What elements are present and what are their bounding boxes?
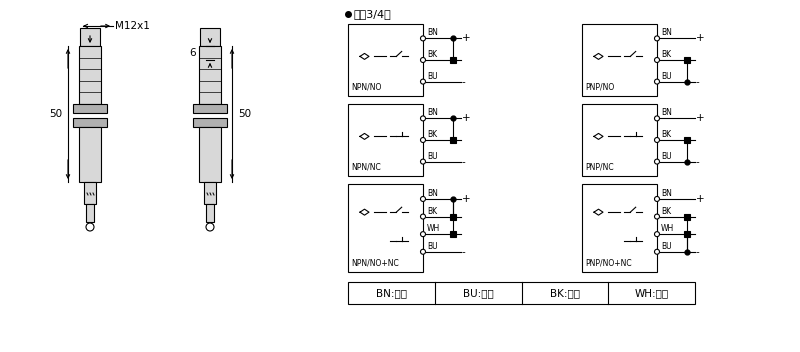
Text: BU: BU <box>427 242 438 251</box>
Text: +: + <box>462 194 470 204</box>
Circle shape <box>421 138 426 143</box>
Text: BU: BU <box>427 71 438 81</box>
Text: NPN/NO: NPN/NO <box>351 83 382 92</box>
Bar <box>73 104 107 113</box>
Text: PNP/NO: PNP/NO <box>585 83 614 92</box>
Bar <box>450 214 456 220</box>
Text: PNP/NC: PNP/NC <box>585 163 614 172</box>
Text: NPN/NC: NPN/NC <box>351 163 381 172</box>
Text: BU: BU <box>427 152 438 161</box>
Circle shape <box>421 214 426 219</box>
Text: BN: BN <box>427 29 438 37</box>
Circle shape <box>421 232 426 237</box>
Bar <box>79 127 101 182</box>
Bar <box>86 204 94 222</box>
Text: WH:白色: WH:白色 <box>634 288 669 298</box>
Text: BU: BU <box>661 242 672 251</box>
Circle shape <box>421 36 426 41</box>
Text: +: + <box>696 194 705 204</box>
Circle shape <box>654 159 659 164</box>
Bar <box>684 137 690 143</box>
Bar <box>348 282 695 304</box>
Bar <box>684 231 690 237</box>
Text: -: - <box>462 77 466 87</box>
Text: +: + <box>696 113 705 124</box>
Text: BK: BK <box>427 130 437 139</box>
Text: +: + <box>696 33 705 43</box>
Circle shape <box>654 36 659 41</box>
Bar <box>684 57 690 63</box>
Bar <box>73 118 107 127</box>
Text: 6: 6 <box>190 48 196 58</box>
Bar <box>348 184 423 272</box>
Text: -: - <box>696 247 700 257</box>
Text: -: - <box>462 157 466 166</box>
Bar <box>206 204 214 222</box>
Circle shape <box>654 79 659 84</box>
Bar <box>79 46 101 104</box>
Bar <box>450 231 456 237</box>
Text: M12x1: M12x1 <box>115 21 150 31</box>
Text: BK: BK <box>427 50 437 59</box>
Text: BN: BN <box>427 108 438 118</box>
Text: -: - <box>696 77 700 87</box>
Bar <box>193 118 227 127</box>
Circle shape <box>654 214 659 219</box>
Text: WH: WH <box>661 224 674 233</box>
Text: 50: 50 <box>49 109 62 119</box>
Bar <box>348 24 423 96</box>
Text: +: + <box>462 33 470 43</box>
Bar <box>80 28 100 46</box>
Circle shape <box>421 249 426 254</box>
Bar <box>199 127 221 182</box>
Text: BN: BN <box>427 189 438 198</box>
Text: +: + <box>462 113 470 124</box>
Text: NPN/NO+NC: NPN/NO+NC <box>351 259 398 268</box>
Text: -: - <box>462 247 466 257</box>
Bar <box>450 137 456 143</box>
Circle shape <box>654 196 659 201</box>
Text: BU: BU <box>661 152 672 161</box>
Text: 50: 50 <box>238 109 251 119</box>
Text: WH: WH <box>427 224 440 233</box>
Text: BU:兰色: BU:兰色 <box>462 288 494 298</box>
Bar <box>582 184 657 272</box>
Bar <box>348 104 423 176</box>
Text: BK: BK <box>661 207 671 215</box>
Text: BN: BN <box>661 189 672 198</box>
Text: BK:黑色: BK:黑色 <box>550 288 580 298</box>
Text: PNP/NO+NC: PNP/NO+NC <box>585 259 632 268</box>
Text: BN: BN <box>661 29 672 37</box>
Bar <box>684 214 690 220</box>
Circle shape <box>654 138 659 143</box>
Text: BN: BN <box>661 108 672 118</box>
Circle shape <box>654 116 659 121</box>
Circle shape <box>421 196 426 201</box>
Text: 直浑3/4线: 直浑3/4线 <box>354 9 392 19</box>
Bar <box>200 28 220 46</box>
Text: BK: BK <box>661 50 671 59</box>
Text: BN:棕色: BN:棕色 <box>376 288 407 298</box>
Bar <box>450 57 456 63</box>
Circle shape <box>421 57 426 63</box>
Bar <box>193 104 227 113</box>
Text: BK: BK <box>427 207 437 215</box>
Bar <box>582 24 657 96</box>
Circle shape <box>421 116 426 121</box>
Text: BU: BU <box>661 71 672 81</box>
Circle shape <box>654 57 659 63</box>
Circle shape <box>654 232 659 237</box>
Bar <box>199 46 221 104</box>
Bar <box>84 182 96 204</box>
Circle shape <box>421 159 426 164</box>
Bar <box>204 182 216 204</box>
Bar <box>582 104 657 176</box>
Text: -: - <box>696 157 700 166</box>
Circle shape <box>421 79 426 84</box>
Circle shape <box>654 249 659 254</box>
Text: BK: BK <box>661 130 671 139</box>
